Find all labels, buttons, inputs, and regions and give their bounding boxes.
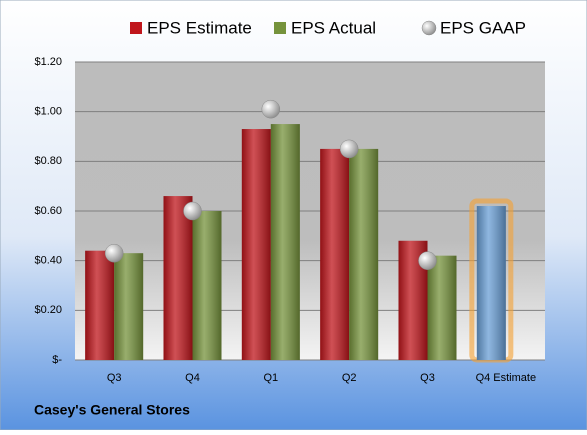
bar-sheen [320, 148, 350, 360]
gaap-marker [183, 201, 202, 221]
y-tick-label: $0.80 [34, 155, 62, 167]
bar-sheen [85, 250, 115, 360]
bar-sheen [349, 148, 379, 360]
gaap-marker [339, 139, 359, 159]
legend-label: EPS Estimate [147, 18, 252, 37]
y-tick-label: $1.20 [34, 56, 62, 68]
bar-sheen [163, 196, 193, 360]
y-tick-label: $0.20 [34, 304, 62, 316]
bar-sheen [270, 124, 300, 360]
y-tick-label: $- [52, 354, 62, 366]
gaap-marker [104, 243, 124, 263]
legend-label: EPS GAAP [440, 18, 526, 37]
x-tick-label: Q3 [420, 372, 435, 384]
x-tick-label: Q3 [107, 372, 122, 384]
legend-label: EPS Actual [291, 18, 376, 37]
x-tick-label: Q4 Estimate [476, 372, 537, 384]
bar-sheen [427, 255, 457, 360]
bar-sheen [241, 129, 271, 360]
legend-marker [421, 20, 437, 36]
bar-sheen [114, 253, 144, 360]
y-tick-label: $0.60 [34, 205, 62, 217]
gaap-marker [418, 251, 437, 270]
x-tick-label: Q1 [263, 372, 278, 384]
y-tick-label: $0.40 [34, 255, 62, 267]
chart-title: Casey's General Stores [34, 402, 190, 418]
gaap-marker [261, 99, 281, 119]
y-tick-label: $1.00 [34, 106, 62, 118]
bar-sheen [192, 211, 222, 360]
bar-sheen [476, 206, 506, 360]
x-tick-label: Q4 [185, 372, 200, 384]
legend-marker [274, 22, 286, 34]
legend-marker [130, 22, 142, 34]
x-tick-label: Q2 [342, 372, 357, 384]
